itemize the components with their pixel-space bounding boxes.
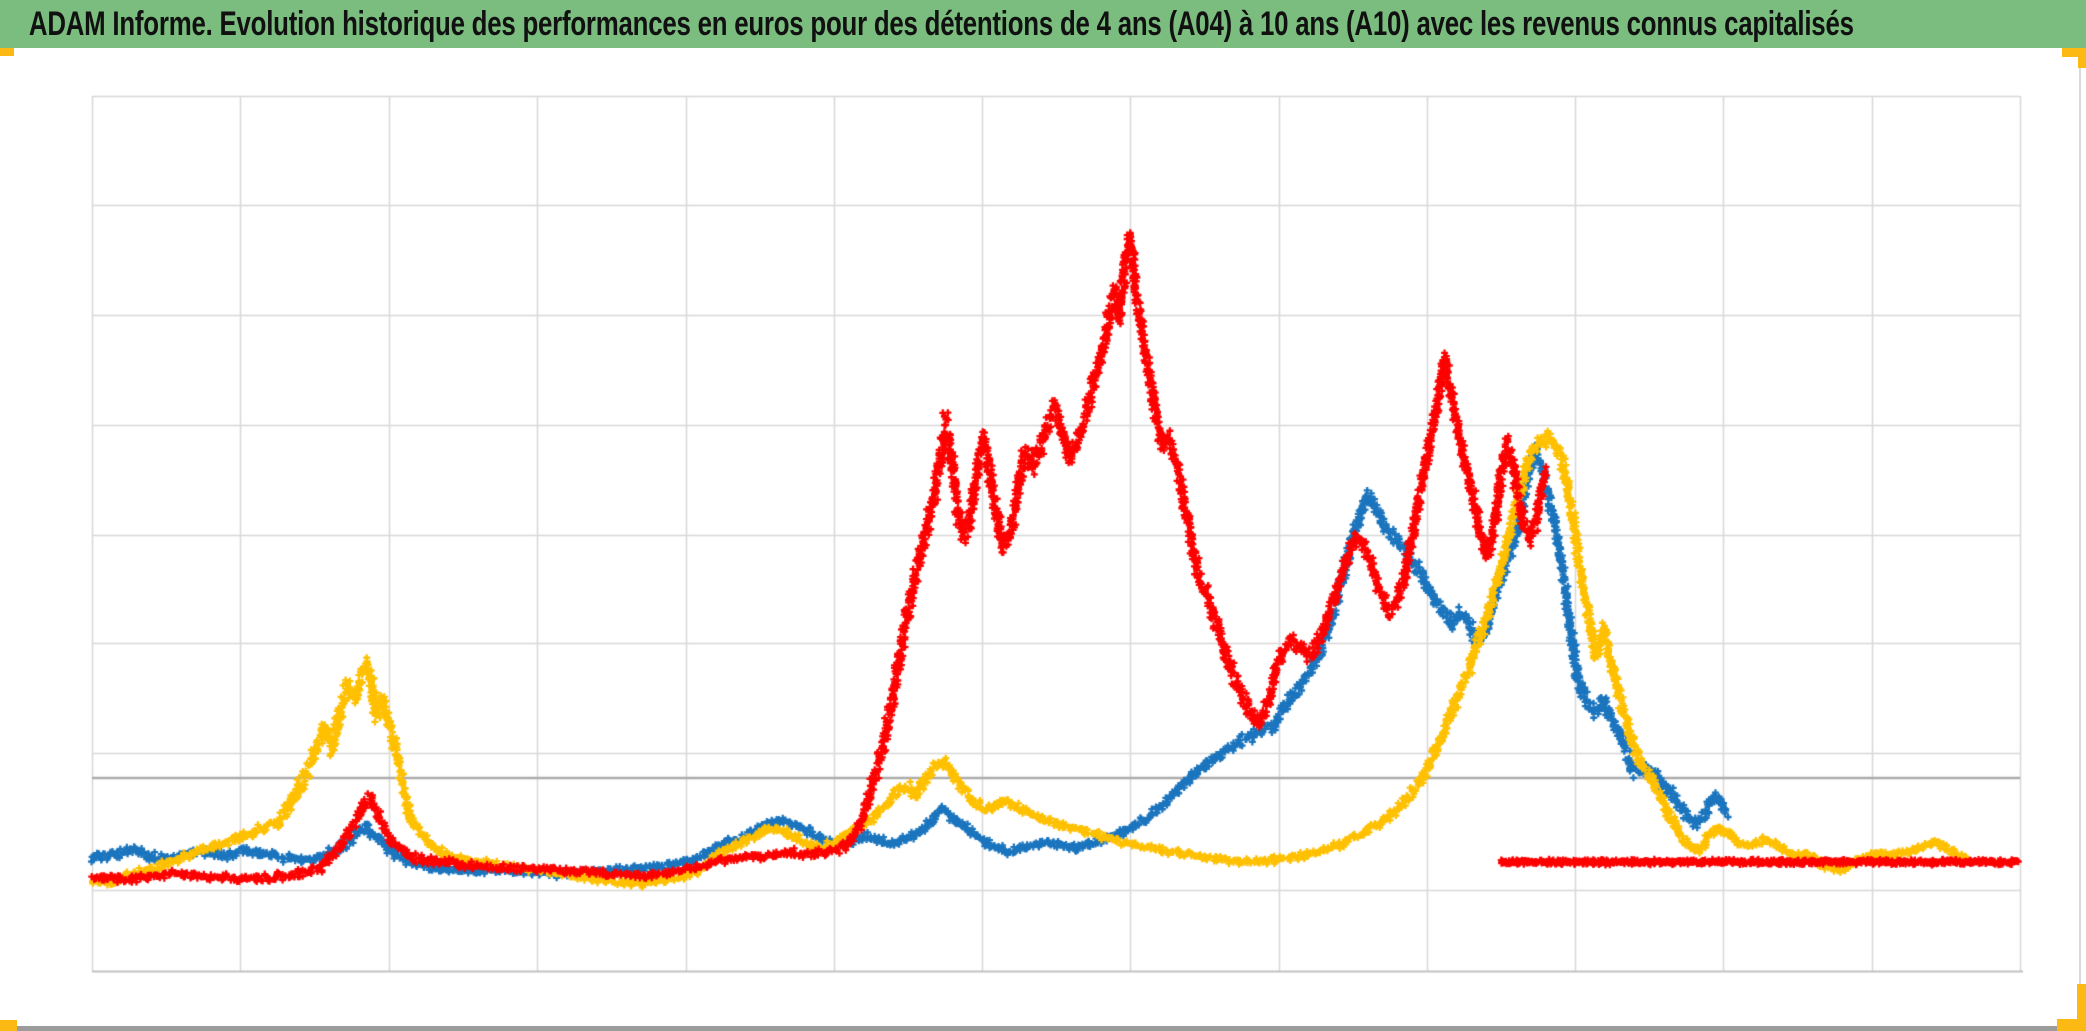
- page-frame-right: [2079, 48, 2081, 1027]
- chart-title: ADAM Informe. Evolution historique des p…: [28, 5, 1854, 43]
- page-bottom-rule: [0, 1026, 2086, 1031]
- title-banner: ADAM Informe. Evolution historique des p…: [0, 0, 2086, 48]
